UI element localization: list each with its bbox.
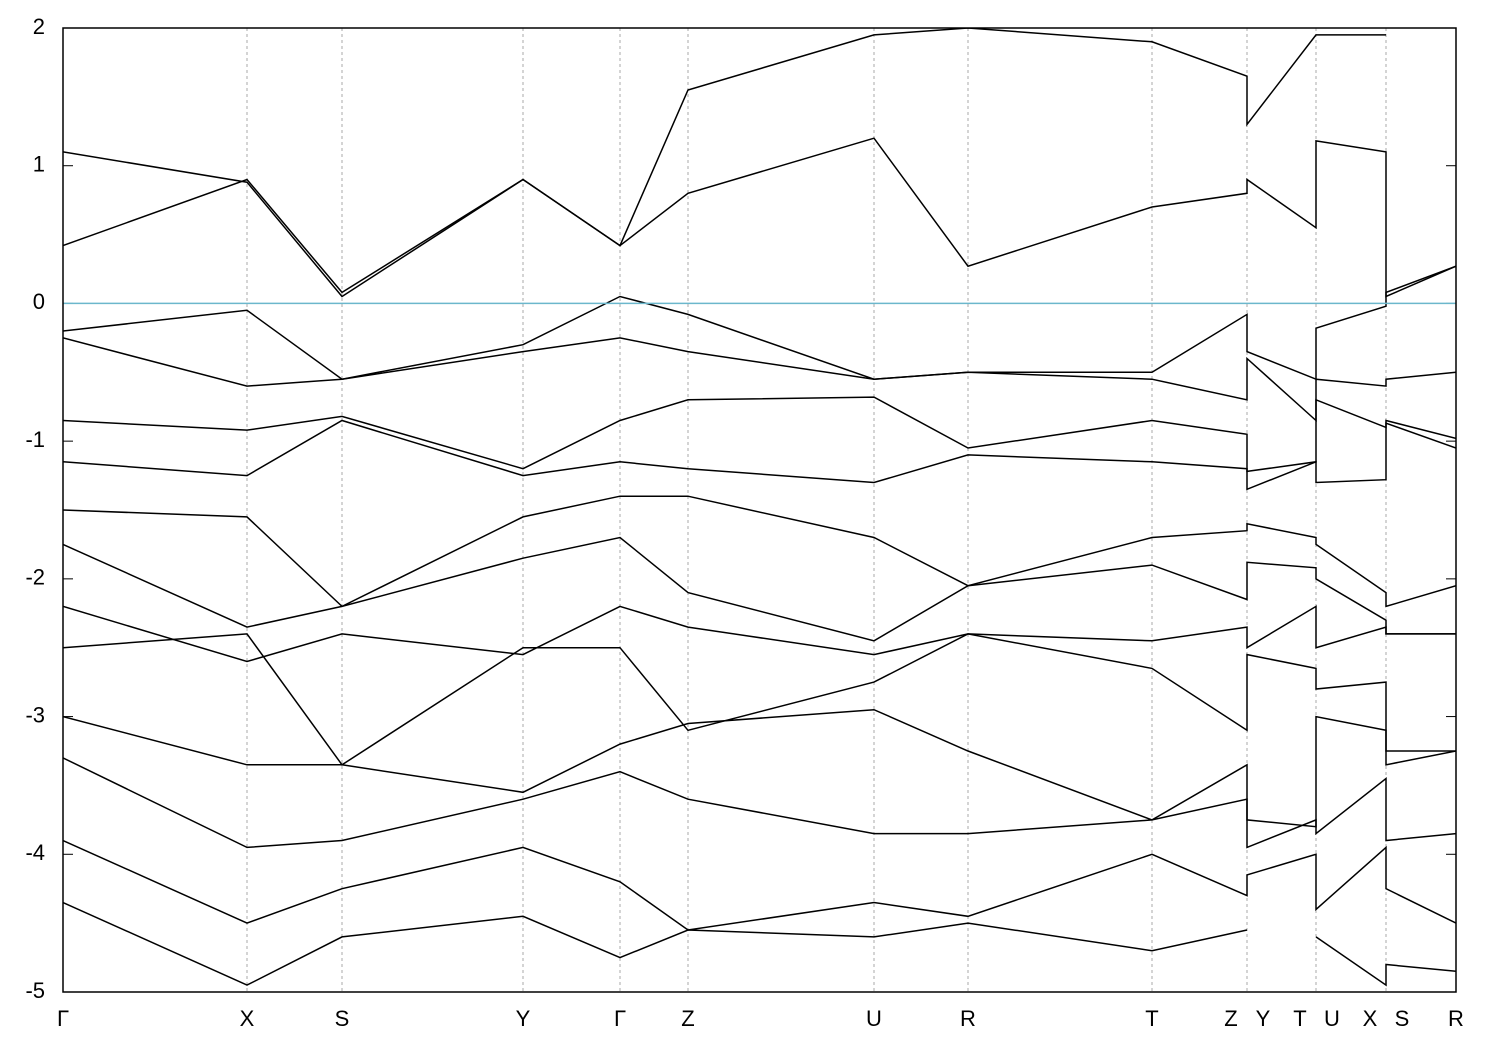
band-line	[63, 396, 1456, 473]
band-line	[63, 337, 1456, 423]
y-tick-label: -4	[25, 840, 45, 865]
x-tick-label: Y	[1256, 1006, 1271, 1031]
x-tick-label: Γ	[57, 1006, 69, 1031]
x-tick-label: S	[1395, 1006, 1410, 1031]
x-tick-label: X	[240, 1006, 255, 1031]
y-tick-label: 1	[33, 152, 45, 177]
x-tick-label: Z	[681, 1006, 694, 1031]
x-tick-label: Y	[516, 1006, 531, 1031]
x-tick-label: Γ	[614, 1006, 626, 1031]
x-tick-label: U	[1324, 1006, 1340, 1031]
x-tick-label: U	[866, 1006, 882, 1031]
y-tick-label: -2	[25, 565, 45, 590]
band-line	[63, 137, 1456, 298]
y-tick-label: 2	[33, 14, 45, 39]
x-tick-label: T	[1293, 1006, 1306, 1031]
y-tick-label: 0	[33, 289, 45, 314]
band-line	[63, 901, 1456, 987]
x-tick-label: R	[1448, 1006, 1464, 1031]
band-line	[63, 757, 1456, 849]
band-line	[63, 28, 1386, 298]
band-line	[63, 633, 1456, 766]
band-line	[63, 605, 1456, 663]
band-line	[63, 419, 1456, 491]
x-tick-label: S	[335, 1006, 350, 1031]
band-line	[63, 708, 1456, 828]
plot-frame	[62, 27, 1457, 993]
band-line	[63, 839, 1456, 931]
y-tick-label: -1	[25, 427, 45, 452]
x-tick-label: R	[960, 1006, 976, 1031]
x-tick-label: X	[1363, 1006, 1378, 1031]
y-tick-label: -5	[25, 978, 45, 1003]
band-line	[63, 495, 1456, 608]
x-tick-label: Z	[1224, 1006, 1237, 1031]
band-line	[63, 265, 1456, 381]
y-tick-label: -3	[25, 702, 45, 727]
x-tick-label: T	[1145, 1006, 1158, 1031]
band-line	[63, 536, 1456, 642]
